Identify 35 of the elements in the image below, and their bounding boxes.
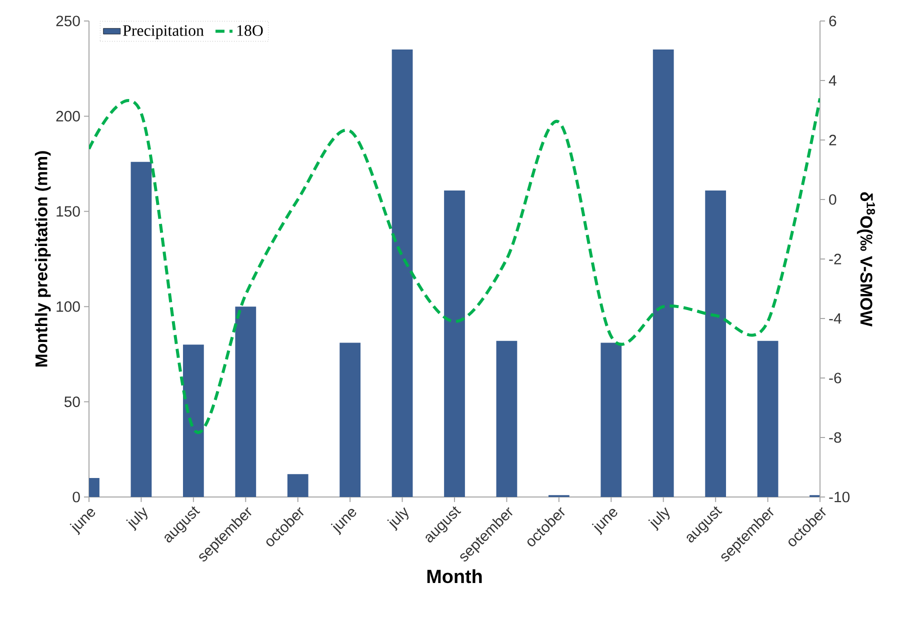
y2-tick-label: -8 xyxy=(829,432,842,443)
bar xyxy=(444,190,465,497)
y-tick-label: 0 xyxy=(72,492,80,502)
bar xyxy=(392,50,413,497)
bar xyxy=(340,342,361,497)
y2-tick-label: -10 xyxy=(829,492,850,502)
y-tick-label: 200 xyxy=(56,110,80,122)
x-axis-title: Month xyxy=(427,569,482,584)
bar xyxy=(757,340,778,497)
y-axis-title: Monthly precipitation (mm) xyxy=(34,151,51,367)
x-tick-label: july xyxy=(387,507,409,532)
bar xyxy=(287,474,308,497)
y2-tick-label: 4 xyxy=(828,75,836,86)
y2-tick-label: -4 xyxy=(829,313,842,324)
y-tick-label: 150 xyxy=(56,206,80,217)
bar xyxy=(130,162,152,497)
legend-label: Precipitation xyxy=(123,25,204,40)
y2-tick-label: 0 xyxy=(829,194,836,205)
y2-tick-label: 6 xyxy=(829,16,836,26)
y2-tick-label: -2 xyxy=(829,254,842,264)
legend-label: 18O xyxy=(237,25,263,36)
y2-tick-label: 2 xyxy=(829,134,836,146)
bar xyxy=(235,306,256,497)
y-tick-label: 250 xyxy=(56,16,80,26)
bar xyxy=(182,344,204,497)
x-tick-label: july xyxy=(648,507,670,532)
bar xyxy=(600,342,622,497)
x-tick-label: july xyxy=(126,507,148,532)
bar xyxy=(652,50,674,497)
y2-axis-title: δ$^{18}$O(‰ V-SMOW xyxy=(856,192,876,326)
y2-tick-label: -6 xyxy=(829,372,842,384)
y-tick-label: 50 xyxy=(64,396,80,408)
bar xyxy=(496,340,518,497)
y-tick-label: 100 xyxy=(56,301,80,312)
bar xyxy=(705,190,726,497)
